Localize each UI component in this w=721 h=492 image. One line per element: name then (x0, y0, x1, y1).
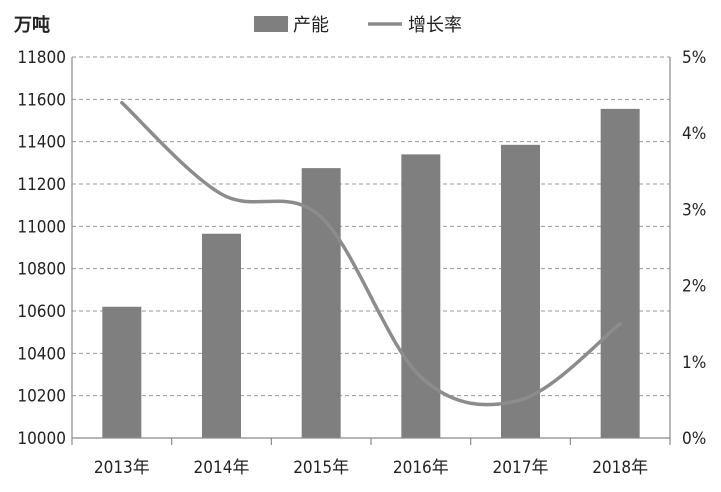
x-tick-label: 2017年 (493, 458, 549, 478)
legend-swatch-capacity (254, 16, 288, 32)
bar-2015年 (301, 168, 341, 438)
bar-series (102, 108, 640, 438)
growth-rate-line (120, 100, 622, 407)
left-tick-label: 10800 (17, 260, 66, 280)
x-tick-label: 2013年 (94, 458, 150, 478)
x-tick-label: 2015年 (293, 458, 349, 478)
bar-2014年 (202, 233, 241, 438)
legend: 产能 增长率 (254, 15, 462, 36)
right-axis-ticks: 0% 1% 2% 3% 4% 5% (682, 48, 706, 449)
right-tick-label: 3% (682, 200, 706, 220)
left-axis-ticks: 10000 10200 10400 10600 10800 11000 11200 11400… (17, 48, 66, 449)
left-tick-label: 11200 (17, 175, 66, 195)
left-tick-label: 10600 (17, 302, 66, 322)
bar-2013年 (102, 306, 142, 438)
bar-2018年 (600, 108, 640, 438)
legend-label-growth-rate: 增长率 (408, 15, 462, 36)
x-tick-label: 2016年 (393, 458, 449, 478)
bar-2017年 (501, 144, 540, 438)
right-tick-label: 2% (682, 277, 706, 297)
y-axis-unit-label: 万吨 (13, 14, 50, 36)
legend-label-capacity: 产能 (293, 15, 329, 36)
right-tick-label: 4% (682, 124, 706, 144)
x-tick-label: 2018年 (592, 458, 648, 478)
left-tick-label: 10400 (17, 344, 66, 364)
left-tick-label: 11000 (17, 217, 66, 237)
left-tick-label: 10000 (17, 429, 66, 449)
right-tick-label: 1% (682, 353, 706, 373)
right-tick-label: 0% (682, 429, 706, 449)
x-axis-ticks: 2013年 2014年 2015年 2016年 2017年 2018年 (94, 458, 648, 478)
line-series (120, 100, 622, 407)
left-tick-label: 11800 (17, 48, 66, 68)
left-tick-label: 11400 (17, 133, 66, 153)
right-tick-label: 5% (682, 48, 706, 68)
axes (71, 57, 671, 445)
bar-2016年 (401, 154, 441, 438)
gridlines (72, 56, 670, 397)
left-tick-label: 10200 (17, 387, 66, 407)
x-tick-label: 2014年 (194, 458, 250, 478)
left-tick-label: 11600 (17, 90, 66, 110)
